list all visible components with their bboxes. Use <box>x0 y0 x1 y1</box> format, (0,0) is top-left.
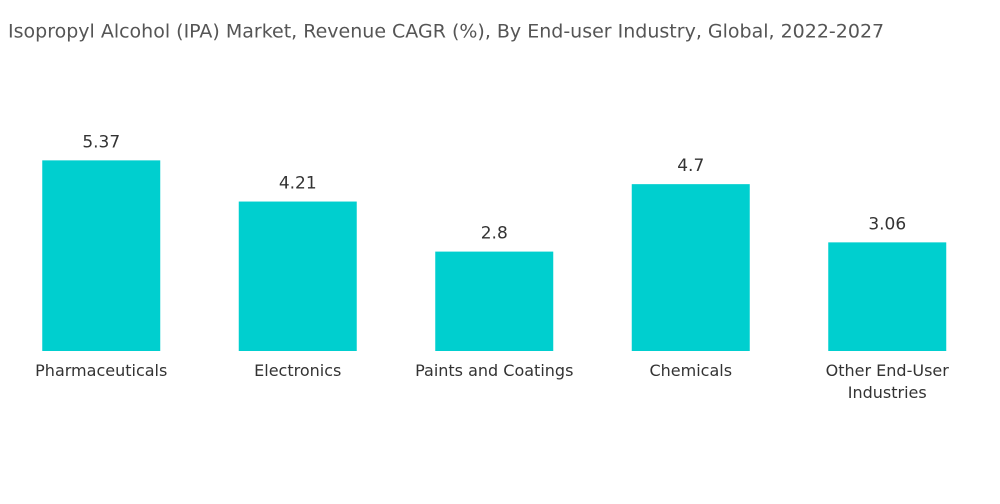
bar <box>435 251 554 351</box>
value-label: 4.21 <box>279 174 317 194</box>
value-label: 5.37 <box>82 132 120 152</box>
x-tick-label: Paints and Coatings <box>415 361 574 380</box>
bar <box>828 242 947 351</box>
chart-title: Isopropyl Alcohol (IPA) Market, Revenue … <box>8 21 884 43</box>
bar <box>238 201 357 351</box>
x-tick-label: Electronics <box>254 361 342 380</box>
value-label: 3.06 <box>868 214 906 234</box>
x-tick-label: Pharmaceuticals <box>35 361 168 380</box>
x-tick-label: Other End-User Industries <box>825 361 949 402</box>
value-label: 2.8 <box>481 224 508 244</box>
x-tick-label: Chemicals <box>649 361 733 380</box>
value-label: 4.7 <box>677 156 704 176</box>
bar <box>42 160 161 351</box>
bar <box>631 184 750 351</box>
